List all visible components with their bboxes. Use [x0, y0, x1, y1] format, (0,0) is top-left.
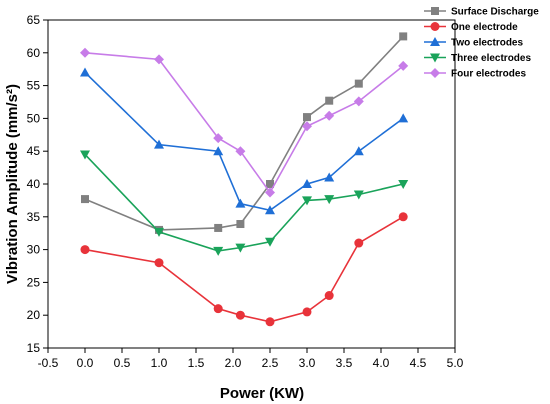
x-tick-label: 5.0: [447, 356, 464, 370]
y-tick-label: 35: [27, 210, 41, 224]
data-point: [265, 187, 275, 198]
data-point: [303, 113, 311, 122]
legend-item: Three electrodes: [424, 53, 531, 64]
y-tick-label: 50: [27, 111, 41, 125]
legend-item: Surface Discharge: [424, 7, 539, 18]
series-line: [84, 52, 404, 195]
legend-item: Two electrodes: [424, 37, 523, 49]
data-point: [235, 146, 246, 157]
data-point: [213, 146, 224, 156]
data-point: [81, 195, 89, 204]
x-tick-label: 4.5: [410, 356, 427, 370]
x-tick-label: -0.5: [38, 356, 59, 370]
data-point: [354, 238, 364, 248]
x-tick-label: 2.0: [225, 356, 242, 370]
series-two-electrodes: [80, 67, 409, 215]
x-tick-label: 4.0: [373, 356, 390, 370]
legend-marker: [431, 7, 439, 15]
data-point: [213, 133, 224, 144]
data-point: [266, 180, 274, 188]
legend-marker: [430, 37, 440, 46]
data-point: [80, 67, 90, 77]
x-tick-label: 1.5: [188, 356, 205, 370]
series-line: [84, 153, 404, 252]
legend-label: Three electrodes: [451, 53, 531, 64]
y-tick-label: 15: [27, 341, 41, 355]
x-tick-label: 3.0: [299, 356, 316, 370]
data-point: [80, 245, 90, 255]
legend-marker: [430, 22, 440, 31]
data-point: [80, 47, 90, 58]
data-point: [324, 195, 335, 205]
data-point: [398, 180, 409, 189]
data-point: [302, 307, 312, 317]
series-one-electrode: [80, 212, 408, 327]
data-point: [235, 198, 246, 208]
y-tick-label: 20: [27, 308, 41, 322]
legend-item: One electrode: [424, 22, 518, 33]
data-point: [214, 223, 223, 232]
data-point: [324, 172, 335, 182]
x-tick-label: 1.0: [151, 356, 168, 370]
series-line: [84, 35, 404, 231]
legend-marker: [430, 53, 440, 63]
data-point: [353, 146, 364, 156]
series-three-electrodes: [80, 150, 409, 256]
series-line: [84, 216, 404, 323]
data-point: [80, 150, 90, 160]
data-point: [154, 54, 164, 65]
data-point: [354, 79, 363, 88]
legend-label: Four electrodes: [451, 69, 526, 80]
data-point: [265, 237, 275, 247]
legend-label: Two electrodes: [451, 38, 523, 49]
data-point: [398, 113, 409, 123]
data-point: [265, 205, 275, 215]
data-point: [235, 243, 246, 253]
data-point: [399, 32, 408, 41]
y-tick-label: 30: [27, 243, 41, 257]
data-point: [154, 227, 164, 237]
data-point: [236, 220, 245, 229]
y-tick-label: 60: [27, 46, 41, 60]
data-point: [154, 139, 164, 149]
y-axis-title: Vibration Amplitude (mm/s²): [4, 84, 21, 284]
x-axis-title: Power (KW): [220, 385, 304, 402]
data-point: [213, 304, 223, 314]
x-tick-label: 3.5: [336, 356, 353, 370]
data-point: [265, 317, 275, 327]
y-tick-label: 25: [27, 275, 41, 289]
data-point: [325, 96, 334, 105]
legend: Surface Discharge One electrode Two electr…: [424, 7, 539, 80]
y-tick-label: 55: [27, 79, 41, 93]
legend-marker: [430, 68, 440, 78]
data-point: [353, 96, 364, 107]
data-point: [324, 110, 335, 121]
data-point: [302, 179, 312, 188]
data-point: [398, 212, 408, 222]
x-tick-label: 2.5: [262, 356, 279, 370]
y-tick-label: 45: [27, 144, 41, 158]
data-point: [302, 121, 312, 132]
y-tick-label: 65: [27, 13, 41, 27]
data-point: [213, 246, 224, 256]
plot-frame: [47, 19, 456, 349]
legend-item: Four electrodes: [424, 68, 526, 80]
data-point: [324, 291, 334, 301]
data-point: [235, 310, 245, 320]
data-point: [353, 190, 364, 200]
legend-label: Surface Discharge: [451, 7, 539, 18]
axes: -0.5 0.0 0.5 1.0 1.5 2.0 2.5 3.0 3.5 4.0 4.5 5.0 15 2…: [27, 13, 464, 370]
series-layer: [80, 32, 409, 327]
series-line: [84, 71, 404, 212]
x-tick-label: 0.0: [77, 356, 94, 370]
series-four-electrodes: [80, 47, 409, 198]
data-point: [302, 196, 312, 206]
data-point: [398, 60, 409, 71]
x-tick-label: 0.5: [114, 356, 131, 370]
y-tick-label: 40: [27, 177, 41, 191]
legend-label: One electrode: [451, 22, 518, 33]
data-point: [154, 258, 164, 268]
